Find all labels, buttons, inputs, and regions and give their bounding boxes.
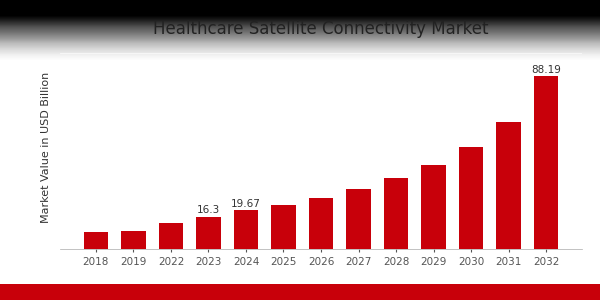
Bar (534, 76, 558, 249)
Title: Healthcare Satellite Connectivity Market: Healthcare Satellite Connectivity Market (153, 20, 489, 38)
Bar (421, 165, 446, 249)
Bar (121, 231, 146, 249)
Bar (271, 205, 296, 249)
Bar (384, 178, 408, 249)
Bar (84, 232, 108, 249)
Bar (309, 198, 333, 249)
Y-axis label: Market Value in USD Billion: Market Value in USD Billion (41, 71, 51, 223)
Bar (159, 223, 183, 249)
Text: 88.19: 88.19 (531, 64, 561, 75)
Bar (196, 217, 221, 249)
Text: 16.3: 16.3 (197, 206, 220, 215)
Bar (459, 147, 483, 249)
Bar (496, 122, 521, 249)
Bar (234, 210, 258, 249)
Text: 19.67: 19.67 (231, 199, 261, 209)
Bar (346, 189, 371, 249)
